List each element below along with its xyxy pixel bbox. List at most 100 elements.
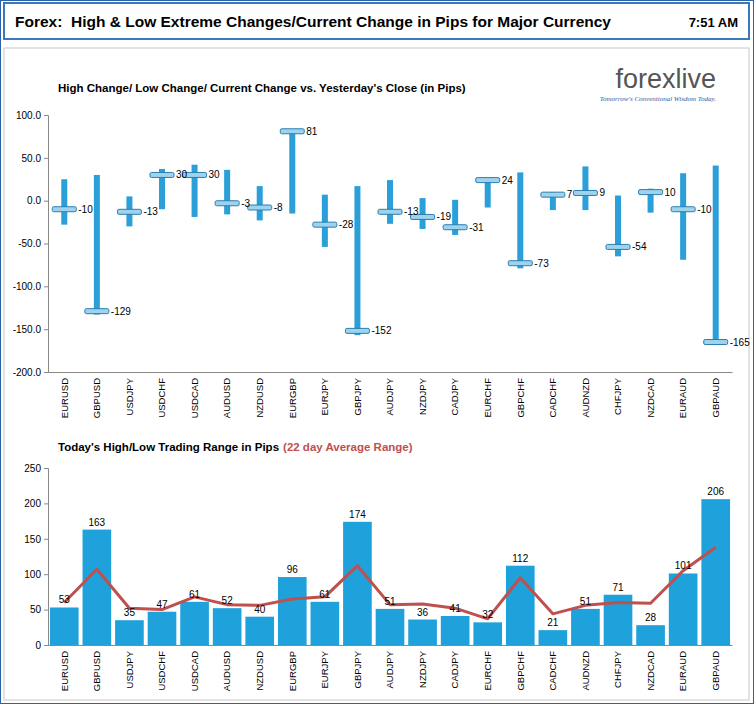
data-label: -129 (111, 306, 131, 317)
tick-label: USDJPY (124, 650, 135, 688)
line (64, 547, 715, 619)
tick-label: USDJPY (124, 377, 135, 415)
x-axis: EURUSDGBPUSDUSDJPYUSDCHFUSDCADAUDUSDNZDU… (49, 646, 733, 692)
tick: -150.0 (13, 324, 48, 335)
tick: GBPAUD (710, 651, 721, 691)
data-label: 30 (209, 169, 221, 180)
tick: GBPAUD (710, 378, 721, 418)
data-label: 40 (254, 604, 266, 615)
tick-label: EURJPY (319, 650, 330, 688)
header-box (4, 3, 749, 39)
current-marker (52, 207, 76, 212)
tick: EURUSD (59, 651, 70, 691)
range-bar (322, 195, 328, 247)
current-marker (476, 178, 500, 183)
data-label: -3 (241, 198, 250, 209)
tick-label: EURCHF (482, 378, 493, 418)
data-label: 30 (176, 169, 188, 180)
data-label: 81 (306, 126, 318, 137)
data-label: 32 (482, 609, 494, 620)
range-bar (420, 198, 426, 229)
tick: AUDJPY (384, 650, 395, 688)
tick: USDJPY (124, 650, 135, 688)
current-marker (443, 225, 467, 230)
tick-mark (44, 645, 48, 646)
tick-label: EURUSD (59, 651, 70, 691)
tick-label: NZDUSD (254, 651, 265, 691)
bar (50, 607, 79, 645)
tick-label: -50.0 (18, 238, 41, 249)
tick: AUDUSD (221, 378, 232, 418)
data-label: 10 (665, 187, 677, 198)
tick: USDCAD (189, 378, 200, 418)
range-bar (517, 172, 523, 268)
tick-label: CADCHF (547, 651, 558, 691)
data-label: 51 (580, 596, 592, 607)
axis-line (44, 116, 49, 373)
tick-label: NZDJPY (417, 650, 428, 688)
bar (376, 609, 405, 645)
tick: 100 (24, 569, 48, 580)
data-label: 51 (384, 596, 396, 607)
tick-label: AUDUSD (221, 378, 232, 418)
title-text: High Change/ Low Change/ Current Change … (58, 82, 466, 94)
tick: EURGBP (287, 378, 298, 418)
range-bar (354, 186, 360, 335)
data-labels: 5316335476152409661174513641321122151712… (59, 486, 725, 628)
data-label: 61 (189, 589, 201, 600)
tick: -200.0 (13, 367, 48, 378)
tick-label: GBPJPY (352, 650, 363, 688)
current-marker (248, 205, 272, 210)
tick: EURUSD (59, 378, 70, 418)
bar (539, 630, 568, 645)
tick: 50.0 (22, 153, 48, 164)
tick-label: 50.0 (22, 153, 42, 164)
tick: 50 (30, 604, 48, 615)
tick: CADCHF (547, 651, 558, 691)
tick-label: CADCHF (547, 378, 558, 418)
data-label: 35 (124, 607, 136, 618)
current-marker (85, 309, 109, 314)
bar (441, 616, 470, 645)
tick: GBPUSD (91, 378, 102, 418)
tick-label: 0.0 (27, 195, 41, 206)
bar (636, 625, 665, 645)
range-bar (61, 179, 67, 224)
tick: EURGBP (287, 651, 298, 691)
range-bar (680, 173, 686, 260)
range-bar (289, 131, 295, 213)
data-label: 21 (547, 617, 559, 628)
bar (115, 620, 144, 645)
page-frame (1, 1, 754, 704)
tick-label: AUDNZD (580, 378, 591, 418)
tick: NZDCAD (645, 378, 656, 418)
tick: USDCAD (189, 651, 200, 691)
tick: 0 (35, 640, 48, 651)
tick: GBPUSD (91, 651, 102, 691)
data-label: 163 (89, 517, 106, 528)
range-bar (485, 180, 491, 207)
page-title: Forex: High & Low Extreme Changes/Curren… (15, 13, 611, 30)
tick-label: CHFJPY (612, 377, 623, 415)
tick-label: CADJPY (449, 650, 460, 688)
axis-line (44, 469, 49, 646)
current-marker (215, 201, 239, 206)
tick-label: GBPUSD (91, 378, 102, 418)
tick-mark (44, 372, 48, 373)
current-marker (671, 207, 695, 212)
range-bar (257, 186, 263, 220)
data-labels: -10-129-133030-3-881-28-152-13-19-3124-7… (78, 126, 750, 348)
current-marker (378, 209, 402, 214)
tick: AUDNZD (580, 651, 591, 691)
subtitle-text: (22 day Average Range) (283, 441, 413, 453)
tick: GBPCHF (515, 378, 526, 418)
tick-mark (44, 115, 48, 116)
data-label: 174 (349, 509, 366, 520)
tick-label: USDCAD (189, 378, 200, 418)
data-label: 9 (599, 187, 605, 198)
tick-label: 50 (30, 604, 42, 615)
tick-label: 0 (35, 640, 41, 651)
tick-label: 150 (24, 534, 41, 545)
current-marker (704, 340, 728, 345)
tick-label: -200.0 (13, 367, 42, 378)
